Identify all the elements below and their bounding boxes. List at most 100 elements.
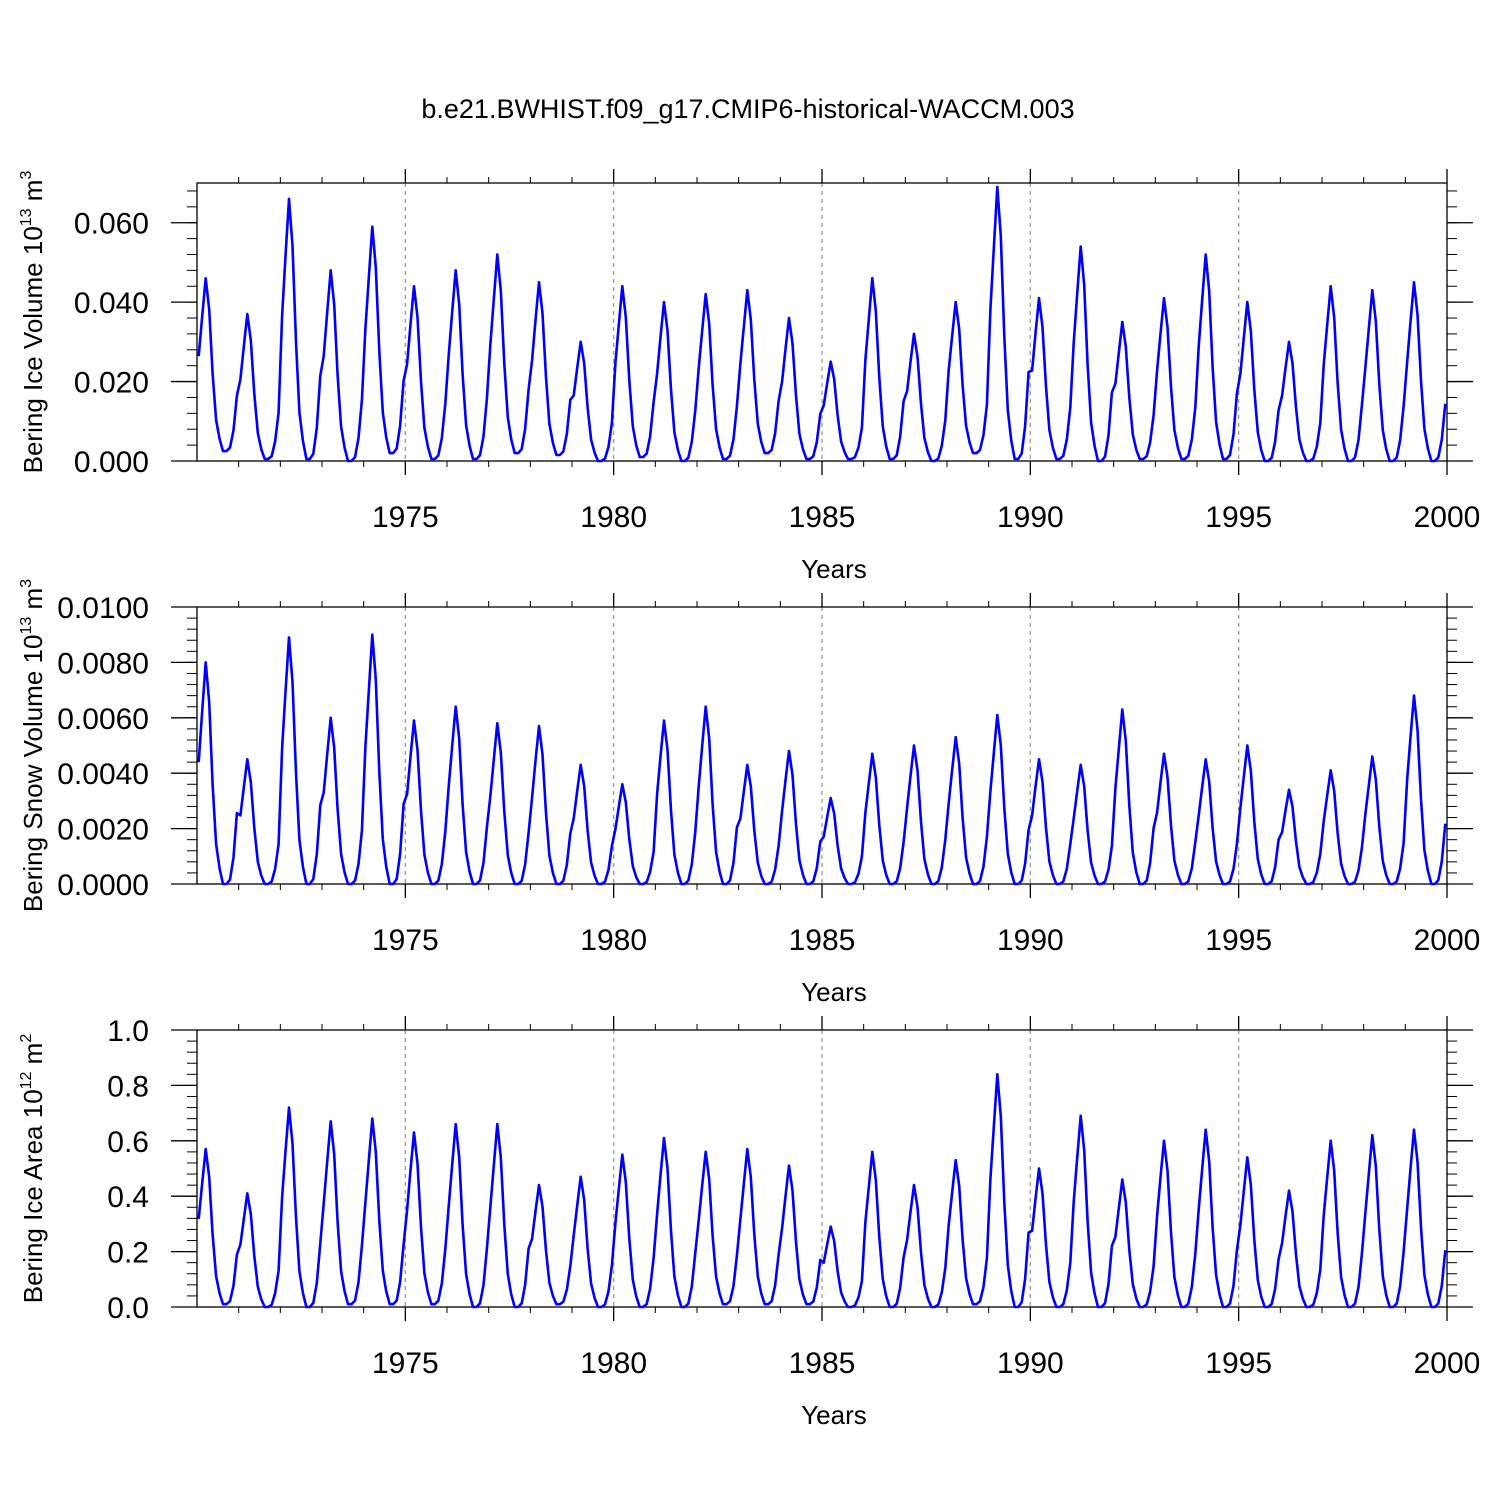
data-series-line xyxy=(197,633,1447,886)
data-point-peak xyxy=(871,277,874,280)
data-point-peak xyxy=(996,713,999,717)
y-axis-label-unit-exponent: 3 xyxy=(18,579,35,588)
y-axis-label-space xyxy=(18,610,48,617)
data-point-peak xyxy=(871,752,874,756)
data-point-peak xyxy=(704,1150,707,1154)
x-tick-label: 1980 xyxy=(580,924,647,957)
data-point-peak xyxy=(746,763,749,767)
data-point-peak xyxy=(1246,1156,1249,1159)
data-point-peak xyxy=(1371,1134,1374,1137)
data-point-peak xyxy=(1204,758,1207,761)
data-point-peak xyxy=(246,312,249,316)
data-point-peak xyxy=(1329,769,1332,772)
x-axis-label: Years xyxy=(801,977,867,1007)
data-point-peak xyxy=(454,1122,457,1126)
data-point-peak xyxy=(329,269,332,272)
y-tick-label: 0.0020 xyxy=(57,814,149,847)
data-point-peak xyxy=(1037,1167,1041,1170)
x-tick-label: 1995 xyxy=(1205,924,1272,957)
data-point-peak xyxy=(579,1175,582,1179)
data-point-peak xyxy=(537,281,541,284)
x-tick-label: 1980 xyxy=(580,501,647,534)
plot-frame xyxy=(196,1029,1448,1308)
data-point-peak xyxy=(287,197,291,201)
data-point-peak xyxy=(371,1117,374,1120)
y-axis-label-unit: m xyxy=(18,180,48,202)
data-point-peak xyxy=(829,796,832,800)
data-point-peak xyxy=(1204,1128,1207,1131)
x-tick-label: 1980 xyxy=(580,1347,647,1380)
chart-panel-1: 1975 1980 1985 1990 1995 2000 0.000 0.020 0.040 0… xyxy=(18,169,1480,584)
plot-frame xyxy=(196,182,1448,462)
y-axis-label-space xyxy=(18,1064,48,1071)
data-point-peak xyxy=(954,300,957,304)
data-point-peak xyxy=(954,735,957,739)
x-tick-label: 1985 xyxy=(789,1347,856,1380)
data-point-peak xyxy=(204,277,207,280)
data-point-peak xyxy=(1162,296,1166,300)
y-tick-label: 0.4 xyxy=(107,1181,149,1214)
data-point-peak xyxy=(621,285,624,288)
x-tick-label: 2000 xyxy=(1414,1347,1481,1380)
data-point-peak xyxy=(1412,281,1416,284)
data-point-peak xyxy=(204,1147,207,1151)
data-point-peak xyxy=(662,719,666,722)
y-axis-label-unit-exponent: 3 xyxy=(18,171,35,180)
data-point-peak xyxy=(1371,289,1374,292)
y-tick-label: 0.0100 xyxy=(57,592,149,625)
data-point-peak xyxy=(1329,285,1332,288)
y-axis-label-unit: m xyxy=(18,588,48,610)
data-point-peak xyxy=(371,225,374,228)
y-tick-label: 0.0040 xyxy=(57,758,149,791)
y-axis-label-unit-exponent: 2 xyxy=(18,1034,35,1043)
y-axis-label-exponent: 12 xyxy=(18,1071,35,1089)
x-tick-label: 1995 xyxy=(1205,501,1272,534)
y-tick-label: 0.000 xyxy=(74,446,149,479)
y-axis-label-exponent: 13 xyxy=(18,617,35,635)
data-point-peak xyxy=(496,722,499,725)
data-point-peak xyxy=(1412,1128,1416,1131)
data-point-peak xyxy=(496,253,499,256)
y-tick-label: 0.0080 xyxy=(57,647,149,680)
data-point-peak xyxy=(371,633,374,636)
y-axis-label-unit: m xyxy=(18,1043,48,1065)
panels: 1975 1980 1985 1990 1995 2000 0.000 0.020 0.040 0… xyxy=(18,169,1480,1430)
y-axis-label: Bering Ice Area 1012 m2 xyxy=(18,1034,48,1304)
data-point-peak xyxy=(579,340,582,344)
data-point-peak xyxy=(1371,755,1374,758)
data-point-peak xyxy=(287,636,291,639)
data-point-peak xyxy=(287,1106,291,1109)
data-point-peak xyxy=(1079,763,1082,767)
data-point-peak xyxy=(1162,1139,1166,1143)
y-tick-label: 0.0060 xyxy=(57,703,149,736)
data-point-peak xyxy=(1287,340,1291,344)
data-point-peak xyxy=(412,1131,416,1134)
data-point-peak xyxy=(787,316,791,320)
data-point-peak xyxy=(829,1225,832,1228)
data-point-peak xyxy=(746,1147,749,1151)
data-point-peak xyxy=(1246,744,1249,747)
data-point-peak xyxy=(996,185,999,189)
x-tick-label: 1975 xyxy=(372,1347,439,1380)
y-tick-label: 0.040 xyxy=(74,287,149,320)
x-tick-label: 1975 xyxy=(372,924,439,957)
data-series-line xyxy=(197,185,1447,463)
data-point-peak xyxy=(412,285,416,288)
y-axis-label-space xyxy=(18,201,48,208)
data-point-peak xyxy=(537,724,541,728)
y-tick-label: 0.2 xyxy=(107,1237,149,1270)
data-point-peak xyxy=(912,744,916,747)
y-axis-label: Bering Snow Volume 1013 m3 xyxy=(18,579,48,912)
figure-title: b.e21.BWHIST.f09_g17.CMIP6-historical-WA… xyxy=(421,94,1074,124)
x-tick-label: 1990 xyxy=(997,924,1064,957)
x-tick-label: 1990 xyxy=(997,501,1064,534)
data-point-peak xyxy=(1329,1139,1332,1143)
data-point-peak xyxy=(1412,694,1416,697)
y-tick-label: 0.0000 xyxy=(57,869,149,902)
data-point-peak xyxy=(662,300,666,304)
data-point-peak xyxy=(954,1158,957,1162)
data-point-peak xyxy=(621,1153,624,1156)
x-tick-label: 2000 xyxy=(1414,924,1481,957)
